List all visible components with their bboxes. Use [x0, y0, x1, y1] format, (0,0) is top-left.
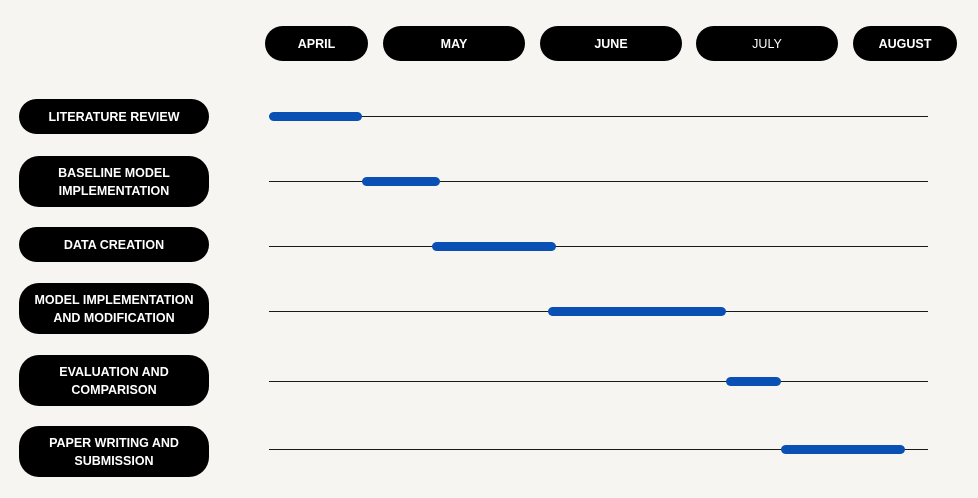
timeline-track — [269, 181, 928, 182]
month-header-june: JUNE — [540, 26, 682, 61]
month-header-august: AUGUST — [853, 26, 957, 61]
task-label-paper-writing: PAPER WRITING AND SUBMISSION — [19, 426, 209, 477]
month-header-july: JULY — [696, 26, 838, 61]
task-bar-model-implementation — [548, 307, 727, 316]
task-label-baseline-model: BASELINE MODEL IMPLEMENTATION — [19, 156, 209, 207]
task-label-literature-review: LITERATURE REVIEW — [19, 99, 209, 134]
timeline-track — [269, 449, 928, 450]
timeline-track — [269, 381, 928, 382]
task-label-evaluation: EVALUATION AND COMPARISON — [19, 355, 209, 406]
month-header-april: APRIL — [265, 26, 368, 61]
task-bar-literature-review — [269, 112, 362, 121]
month-header-may: MAY — [383, 26, 525, 61]
task-bar-paper-writing — [780, 445, 905, 454]
task-bar-evaluation — [726, 377, 781, 386]
timeline-track — [269, 116, 928, 117]
task-bar-data-creation — [431, 242, 556, 251]
task-label-data-creation: DATA CREATION — [19, 227, 209, 262]
task-bar-baseline-model — [362, 177, 440, 186]
task-label-model-implementation: MODEL IMPLEMENTATION AND MODIFICATION — [19, 283, 209, 334]
timeline-track — [269, 246, 928, 247]
